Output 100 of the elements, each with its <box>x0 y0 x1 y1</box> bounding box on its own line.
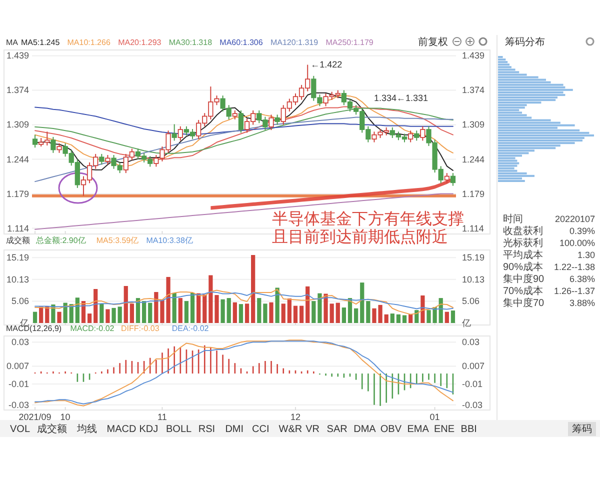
bar <box>251 255 256 323</box>
candlestick <box>420 126 426 142</box>
text: 1.30 <box>577 250 595 260</box>
category-label: BBI <box>460 424 477 435</box>
text: MA30:1.318 <box>168 38 213 47</box>
line-series <box>34 292 454 310</box>
candlestick <box>444 172 450 184</box>
category-label: KDJ <box>139 424 158 435</box>
y-tick-label: 1.439 <box>6 50 29 61</box>
bar <box>196 293 201 323</box>
bar <box>244 304 250 323</box>
bar <box>498 61 508 64</box>
bar <box>281 304 286 323</box>
bar <box>220 299 225 323</box>
x-tick-label: 01 <box>430 412 440 422</box>
candlestick <box>268 114 274 131</box>
text: MA60:1.306 <box>220 38 264 47</box>
y2-tick-label: 1.439 <box>462 50 485 61</box>
candlestick <box>408 130 414 143</box>
category-label: W&R <box>278 424 302 435</box>
y2-tick-label: 亿 <box>461 318 471 328</box>
category-label: 光标获利 <box>503 237 543 249</box>
bar <box>306 286 310 323</box>
bar <box>214 295 219 323</box>
candlestick <box>105 154 110 166</box>
bar <box>402 315 407 323</box>
category-label: 均线 <box>76 423 97 435</box>
legend-title: 成交额 <box>6 236 30 245</box>
text: 6.38% <box>569 274 595 284</box>
bar <box>112 308 116 323</box>
category-label: MACD <box>106 424 136 435</box>
bar <box>498 160 518 162</box>
y-tick-label: -0.01 <box>8 378 29 389</box>
bar <box>366 301 370 323</box>
bar <box>348 298 352 323</box>
bar <box>390 314 394 323</box>
text: DIFF:-0.03 <box>121 324 160 333</box>
bar <box>232 302 237 323</box>
category-label: 集中度90 <box>503 273 545 285</box>
bar <box>498 94 566 96</box>
bar <box>57 312 62 323</box>
bar <box>190 292 195 323</box>
bar <box>226 298 231 323</box>
bar <box>238 304 244 323</box>
text: MA5:1.245 <box>20 38 60 47</box>
y2-tick-label: 15.19 <box>462 252 485 263</box>
y-tick-label: 0.007 <box>6 361 29 372</box>
candlestick <box>50 136 56 154</box>
bar <box>396 314 401 323</box>
candlestick <box>99 153 104 166</box>
bar <box>124 286 128 323</box>
y-tick-label: 1.114 <box>7 223 29 234</box>
annotation: 且目前到达前期低点附近 <box>272 228 448 246</box>
y-tick-label: 0.03 <box>11 337 29 348</box>
annotation: ←1.422 <box>310 60 342 70</box>
bar <box>498 180 525 182</box>
bar <box>498 162 520 164</box>
text: 100.00% <box>559 238 595 248</box>
bar <box>498 58 506 61</box>
text: 1.22--1.38 <box>554 262 595 272</box>
text: MA250:1.179 <box>326 38 374 47</box>
y-tick-label: 1.309 <box>6 120 29 130</box>
x-tick-label: 11 <box>158 412 167 422</box>
candlestick <box>450 172 456 186</box>
y-tick-label: 1.374 <box>6 85 29 96</box>
bar <box>330 304 334 323</box>
bar <box>32 312 38 323</box>
y-tick-label: 10.13 <box>6 274 29 284</box>
annotation: 1.334←1.331 <box>374 93 428 103</box>
bar <box>444 312 449 323</box>
text: MA10:1.266 <box>67 38 111 47</box>
bar <box>498 84 564 86</box>
category-label: VR <box>306 424 320 435</box>
bar <box>148 302 152 323</box>
bar <box>275 288 280 323</box>
bar <box>450 310 456 323</box>
text: 筹码 <box>572 423 592 435</box>
bar <box>202 294 207 323</box>
y2-tick-label: 0.03 <box>462 337 480 348</box>
bar <box>324 294 328 323</box>
y2-tick-label: 5.06 <box>462 296 480 306</box>
bar <box>257 298 262 323</box>
y-tick-label: 15.19 <box>6 252 29 263</box>
bar <box>263 304 268 323</box>
y2-tick-label: 10.13 <box>462 274 485 284</box>
bar <box>498 64 510 66</box>
bar <box>172 292 176 323</box>
y2-tick-label: -0.01 <box>462 378 483 389</box>
bar <box>498 68 516 71</box>
y-tick-label: 5.06 <box>11 296 29 306</box>
bar <box>414 310 419 323</box>
text: 前复权 <box>418 36 448 48</box>
candlestick <box>232 110 238 120</box>
bar <box>39 306 44 323</box>
category-label: 70%成本 <box>503 285 544 297</box>
candlestick <box>274 114 280 126</box>
category-label: DMI <box>225 424 244 435</box>
text: 3.88% <box>569 298 595 308</box>
y2-tick-label: 1.309 <box>462 120 485 130</box>
category-label: OBV <box>380 424 402 435</box>
